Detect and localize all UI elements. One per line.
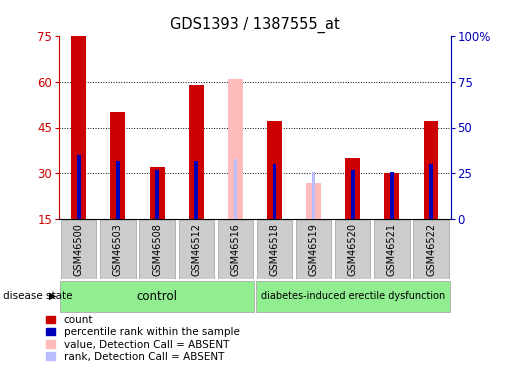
Bar: [306, 183, 321, 219]
Bar: [351, 170, 354, 219]
Bar: [116, 160, 119, 219]
Bar: [72, 36, 86, 219]
Bar: [424, 122, 438, 219]
Bar: [312, 172, 315, 219]
FancyBboxPatch shape: [414, 220, 449, 279]
Bar: [77, 155, 80, 219]
Text: GSM46522: GSM46522: [426, 223, 436, 276]
Bar: [189, 85, 203, 219]
FancyBboxPatch shape: [374, 220, 409, 279]
FancyBboxPatch shape: [100, 220, 135, 279]
Bar: [234, 159, 237, 219]
Text: GSM46512: GSM46512: [191, 223, 201, 276]
Bar: [228, 78, 243, 219]
Text: GSM46521: GSM46521: [387, 223, 397, 276]
Bar: [111, 112, 125, 219]
Text: GSM46518: GSM46518: [269, 223, 280, 276]
Text: disease state: disease state: [3, 291, 72, 301]
Text: ▶: ▶: [49, 291, 56, 301]
FancyBboxPatch shape: [335, 220, 370, 279]
Text: control: control: [136, 290, 178, 303]
Bar: [150, 167, 164, 219]
Bar: [390, 172, 393, 219]
Bar: [195, 160, 198, 219]
Text: GSM46500: GSM46500: [74, 223, 84, 276]
Bar: [385, 173, 399, 219]
Text: GSM46519: GSM46519: [308, 223, 319, 276]
Text: GSM46503: GSM46503: [113, 223, 123, 276]
FancyBboxPatch shape: [179, 220, 214, 279]
FancyBboxPatch shape: [61, 220, 96, 279]
Bar: [346, 158, 360, 219]
FancyBboxPatch shape: [296, 220, 331, 279]
FancyBboxPatch shape: [60, 281, 254, 312]
Bar: [267, 122, 282, 219]
Title: GDS1393 / 1387555_at: GDS1393 / 1387555_at: [170, 16, 340, 33]
FancyBboxPatch shape: [256, 281, 450, 312]
Bar: [430, 164, 433, 219]
Legend: count, percentile rank within the sample, value, Detection Call = ABSENT, rank, : count, percentile rank within the sample…: [46, 315, 239, 362]
Text: GSM46520: GSM46520: [348, 223, 358, 276]
FancyBboxPatch shape: [257, 220, 292, 279]
FancyBboxPatch shape: [140, 220, 175, 279]
Text: GSM46508: GSM46508: [152, 223, 162, 276]
FancyBboxPatch shape: [218, 220, 253, 279]
Text: diabetes-induced erectile dysfunction: diabetes-induced erectile dysfunction: [261, 291, 445, 301]
Bar: [156, 170, 159, 219]
Bar: [273, 164, 276, 219]
Text: GSM46516: GSM46516: [230, 223, 241, 276]
